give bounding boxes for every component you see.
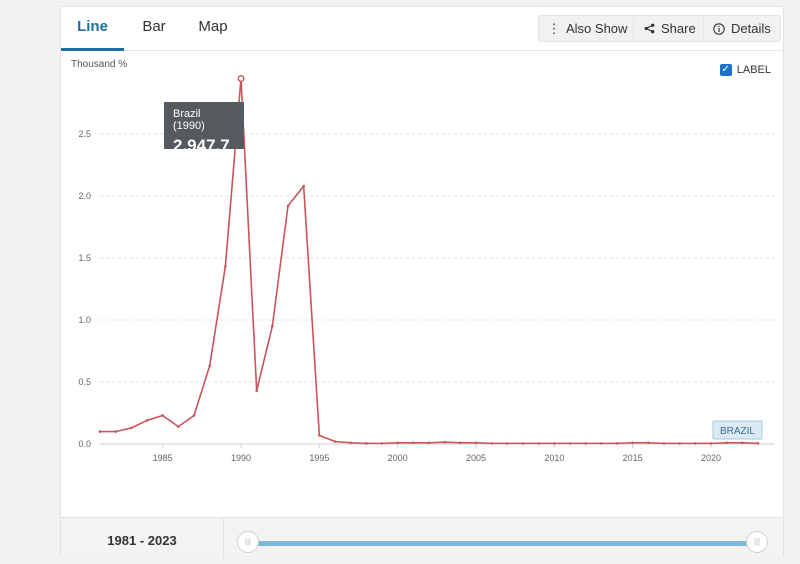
- range-end: 2023: [147, 533, 177, 548]
- data-point: [192, 414, 196, 417]
- label-toggle-text: LABEL: [736, 64, 771, 76]
- y-tick-label: 1.0: [78, 315, 91, 325]
- data-point: [380, 442, 384, 445]
- data-point: [506, 442, 509, 445]
- data-point: [647, 441, 650, 445]
- data-point: [694, 442, 697, 445]
- checkbox-checked-icon[interactable]: ✓: [719, 64, 732, 76]
- tab-bar[interactable]: Bar: [142, 18, 166, 35]
- tooltip-value: 2,947.7: [173, 136, 230, 155]
- data-point: [725, 441, 728, 445]
- data-point: [584, 442, 587, 445]
- y-axis-label: Thousand %: [71, 59, 128, 70]
- y-tick-label: 0.5: [78, 377, 91, 387]
- data-point: [161, 414, 164, 417]
- data-point: [709, 442, 713, 445]
- data-point: [474, 441, 478, 445]
- data-point: [568, 442, 572, 445]
- x-tick-label: 2000: [388, 453, 408, 463]
- data-point: [224, 265, 227, 268]
- line-chart: 0.0 0.5 1.0 1.5 2.0 2.5 1985 1990 1995 2000 2005 20…: [78, 74, 775, 463]
- x-tick-label: 1985: [153, 453, 173, 463]
- y-tick-label: 1.5: [78, 253, 91, 263]
- data-point: [615, 442, 619, 445]
- data-point: [130, 426, 133, 430]
- share-label: Share: [661, 21, 696, 36]
- data-point: [631, 441, 634, 445]
- chart-card: Line Bar Map ⋮ Also Show Share Details T…: [60, 6, 784, 559]
- also-show-button[interactable]: ⋮ Also Show: [538, 15, 638, 42]
- data-point: [333, 440, 337, 443]
- data-point: [302, 184, 305, 188]
- x-tick-label: 2015: [623, 453, 643, 463]
- range-separator: -: [136, 533, 148, 548]
- time-range-bar: 1981 - 2023 ||| |||: [61, 517, 783, 559]
- x-tick-label: 2010: [544, 453, 564, 463]
- details-button[interactable]: Details: [703, 15, 781, 42]
- series-label-box: [712, 420, 763, 440]
- tab-map[interactable]: Map: [198, 18, 228, 35]
- data-point: [349, 441, 352, 445]
- data-point: [741, 441, 744, 445]
- x-tick-label: 2020: [701, 453, 721, 463]
- data-point: [459, 441, 462, 445]
- range-start-handle[interactable]: |||: [237, 531, 259, 553]
- data-point: [365, 442, 368, 445]
- range-start: 1981: [107, 533, 137, 548]
- data-point: [537, 442, 540, 445]
- tooltip-title: Brazil (1990): [173, 108, 205, 132]
- data-point: [553, 442, 556, 445]
- tab-line[interactable]: Line: [61, 7, 124, 51]
- also-show-label: Also Show: [566, 21, 628, 36]
- details-label: Details: [731, 21, 771, 36]
- data-point: [318, 434, 321, 437]
- data-point: [177, 425, 180, 428]
- data-point: [490, 442, 493, 445]
- data-tooltip: Brazil (1990) 2,947.7: [164, 102, 244, 155]
- data-point: [271, 324, 274, 328]
- x-tick-label: 2005: [466, 453, 486, 463]
- data-point: [98, 430, 102, 433]
- share-button[interactable]: Share: [633, 15, 706, 42]
- data-point: [427, 441, 431, 445]
- data-point: [286, 204, 290, 208]
- data-point: [208, 364, 211, 368]
- y-tick-label: 0.0: [78, 439, 91, 449]
- more-vertical-icon: ⋮: [547, 20, 561, 36]
- data-point: [600, 442, 603, 445]
- data-point: [412, 441, 415, 445]
- data-point: [756, 442, 760, 445]
- x-tick-label: 1995: [309, 453, 329, 463]
- data-point: [145, 419, 149, 422]
- share-icon: [643, 23, 655, 34]
- data-point: [678, 442, 681, 445]
- label-toggle[interactable]: ✓ LABEL: [719, 64, 771, 76]
- range-end-handle[interactable]: |||: [746, 531, 768, 553]
- series-label: BRAZIL: [720, 426, 755, 437]
- y-tick-label: 2.0: [78, 191, 91, 201]
- data-point: [443, 440, 446, 444]
- range-slider-track[interactable]: [254, 541, 759, 546]
- data-point: [521, 442, 525, 445]
- data-point: [396, 441, 399, 445]
- year-range: 1981 - 2023: [61, 518, 224, 559]
- data-point: [255, 389, 258, 392]
- x-tick-label: 1990: [231, 453, 251, 463]
- data-point: [114, 430, 117, 433]
- view-tabs: Line Bar Map ⋮ Also Show Share Details: [61, 7, 783, 51]
- data-point: [662, 442, 666, 445]
- info-icon: [713, 22, 725, 35]
- highlighted-point: [237, 74, 245, 82]
- y-tick-label: 2.5: [78, 129, 91, 139]
